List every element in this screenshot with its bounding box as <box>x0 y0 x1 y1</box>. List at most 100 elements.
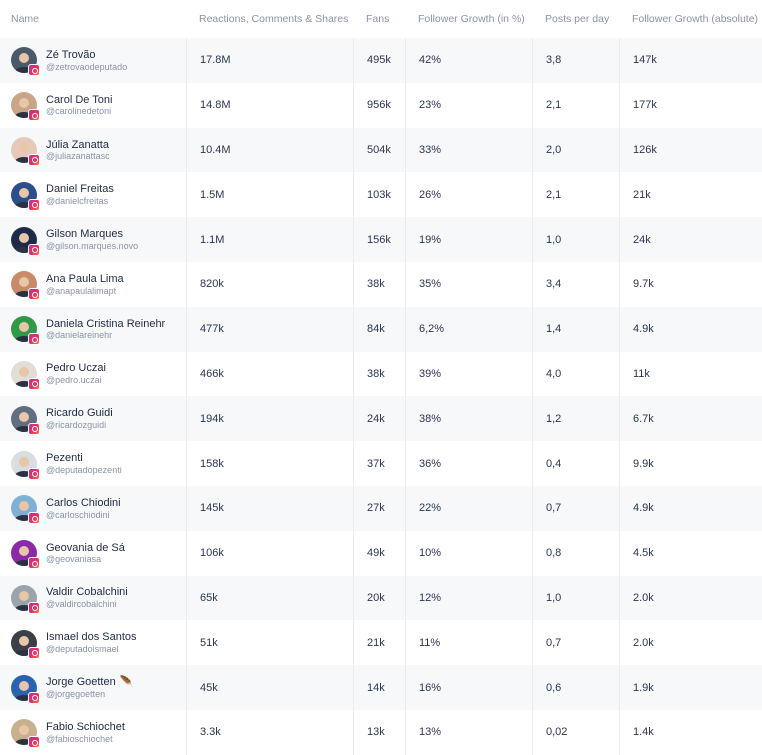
profile-name[interactable]: Valdir Cobalchini <box>46 586 128 599</box>
cell-name: Ricardo Guidi @ricardozguidi <box>0 396 186 441</box>
profile-name-text[interactable]: Gilson Marques <box>46 228 124 241</box>
profile-name[interactable]: Ana Paula Lima <box>46 273 124 286</box>
profile-name-text[interactable]: Pezenti <box>46 452 83 465</box>
profile-name-text[interactable]: Ricardo Guidi <box>46 407 113 420</box>
cell-reactions: 3.3k <box>186 709 353 755</box>
profile-name[interactable]: Gilson Marques <box>46 228 138 241</box>
cell-growth-abs: 24k <box>619 217 762 262</box>
profile-name[interactable]: Carol De Toni <box>46 94 112 107</box>
cell-growth-pct: 12% <box>405 575 532 621</box>
cell-posts: 4,0 <box>532 351 619 397</box>
cell-reactions: 17.8M <box>186 38 353 83</box>
cell-name: Carlos Chiodini @carloschiodini <box>0 486 186 531</box>
cell-growth-pct: 26% <box>405 172 532 218</box>
profile-name[interactable]: Daniel Freitas <box>46 183 114 196</box>
avatar-wrap <box>11 136 40 166</box>
table-row[interactable]: Gilson Marques @gilson.marques.novo 1.1M… <box>0 217 762 262</box>
cell-posts: 2,1 <box>532 82 619 128</box>
column-header-reactions[interactable]: Reactions, Comments & Shares <box>199 13 349 25</box>
avatar-wrap <box>11 405 40 435</box>
cell-name: Daniela Cristina Reinehr @danielareinehr <box>0 307 186 352</box>
cell-reactions: 10.4M <box>186 127 353 173</box>
avatar-wrap <box>11 584 40 614</box>
cell-growth-abs: 11k <box>619 351 762 397</box>
avatar-wrap <box>11 629 40 659</box>
profile-name[interactable]: Ricardo Guidi <box>46 407 113 420</box>
table-row[interactable]: Ismael dos Santos @deputadoismael 51k 21… <box>0 620 762 666</box>
table-row[interactable]: Ricardo Guidi @ricardozguidi 194k 24k 38… <box>0 396 762 442</box>
cell-growth-abs: 2.0k <box>619 620 762 666</box>
cell-posts: 0,6 <box>532 665 619 710</box>
cell-growth-abs: 2.0k <box>619 575 762 621</box>
cell-growth-pct: 19% <box>405 217 532 262</box>
cell-name: Daniel Freitas @danielcfreitas <box>0 172 186 217</box>
cell-growth-pct: 38% <box>405 396 532 442</box>
table-row[interactable]: Daniela Cristina Reinehr @danielareinehr… <box>0 306 762 352</box>
profile-name[interactable]: Pezenti <box>46 452 122 465</box>
profile-handle: @deputadopezenti <box>46 464 122 475</box>
cell-name: Gilson Marques @gilson.marques.novo <box>0 217 186 262</box>
profile-name-text[interactable]: Ana Paula Lima <box>46 272 124 285</box>
table-row[interactable]: Júlia Zanatta @juliazanattasc 10.4M 504k… <box>0 127 762 173</box>
profile-name-text[interactable]: Carol De Toni <box>46 93 113 106</box>
name-block: Pezenti @deputadopezenti <box>46 452 122 475</box>
name-block: Gilson Marques @gilson.marques.novo <box>46 228 138 251</box>
cell-name: Zé Trovão @zetrovaodeputado <box>0 38 186 83</box>
name-block: Ana Paula Lima @anapaulalimapt <box>46 273 124 296</box>
profile-name[interactable]: Júlia Zanatta <box>46 139 110 152</box>
name-block: Daniel Freitas @danielcfreitas <box>46 183 114 206</box>
avatar[interactable] <box>11 629 37 656</box>
cell-name: Valdir Cobalchini @valdircobalchini <box>0 576 186 621</box>
profile-name[interactable]: Carlos Chiodini <box>46 497 121 510</box>
column-header-name[interactable]: Name <box>11 13 40 25</box>
cell-posts: 0,4 <box>532 441 619 486</box>
table-row[interactable]: Zé Trovão @zetrovaodeputado 17.8M 495k 4… <box>0 38 762 83</box>
profile-name-text[interactable]: Zé Trovão <box>46 48 96 61</box>
profile-name[interactable]: Jorge Goetten 🪶 <box>46 676 133 689</box>
cell-fans: 504k <box>353 127 405 173</box>
profile-handle: @gilson.marques.novo <box>46 240 139 251</box>
profile-name-text[interactable]: Daniel Freitas <box>46 183 114 196</box>
profile-name-text[interactable]: Geovania de Sá <box>46 541 125 554</box>
avatar-wrap <box>11 47 40 77</box>
profile-name-text[interactable]: Jorge Goetten <box>46 676 116 689</box>
table-row[interactable]: Jorge Goetten 🪶 @jorgegoetten 45k 14k 16%… <box>0 665 762 710</box>
column-header-fans[interactable]: Fans <box>366 13 390 25</box>
instagram-icon <box>28 109 40 122</box>
table-row[interactable]: Pezenti @deputadopezenti 158k 37k 36% 0,… <box>0 441 762 486</box>
cell-growth-abs: 21k <box>619 172 762 218</box>
instagram-icon <box>28 333 40 346</box>
profile-name[interactable]: Zé Trovão <box>46 49 127 62</box>
table-row[interactable]: Valdir Cobalchini @valdircobalchini 65k … <box>0 575 762 621</box>
profile-name[interactable]: Fabio Schiochet <box>46 721 125 734</box>
name-block: Jorge Goetten 🪶 @jorgegoetten <box>46 676 133 699</box>
profile-name[interactable]: Ismael dos Santos <box>46 631 137 644</box>
table-row[interactable]: Daniel Freitas @danielcfreitas 1.5M 103k… <box>0 172 762 218</box>
cell-posts: 1,2 <box>532 396 619 442</box>
profile-name-text[interactable]: Carlos Chiodini <box>46 496 121 509</box>
table-row[interactable]: Geovania de Sá @geovaniasa 106k 49k 10% … <box>0 530 762 576</box>
profile-name-text[interactable]: Fabio Schiochet <box>46 720 125 733</box>
avatar-wrap <box>11 360 40 390</box>
table-row[interactable]: Ana Paula Lima @anapaulalimapt 820k 38k … <box>0 261 762 307</box>
name-block: Geovania de Sá @geovaniasa <box>46 542 125 565</box>
column-header-growth-pct[interactable]: Follower Growth (in %) <box>418 13 525 25</box>
column-header-posts[interactable]: Posts per day <box>545 13 610 25</box>
table-row[interactable]: Pedro Uczai @pedro.uczai 466k 38k 39% 4,… <box>0 351 762 397</box>
cell-growth-abs: 147k <box>619 38 762 83</box>
profile-name-text[interactable]: Ismael dos Santos <box>46 631 137 644</box>
cell-growth-abs: 4.9k <box>619 306 762 352</box>
profile-name-text[interactable]: Pedro Uczai <box>46 362 106 375</box>
profile-name[interactable]: Geovania de Sá <box>46 542 125 555</box>
avatar-wrap <box>11 316 40 346</box>
profile-name-text[interactable]: Valdir Cobalchini <box>46 586 128 599</box>
table-row[interactable]: Carlos Chiodini @carloschiodini 145k 27k… <box>0 485 762 531</box>
profile-name[interactable]: Daniela Cristina Reinehr <box>46 318 165 331</box>
profile-name-text[interactable]: Daniela Cristina Reinehr <box>46 317 166 330</box>
table-row[interactable]: Carol De Toni @carolinedetoni 14.8M 956k… <box>0 82 762 128</box>
instagram-icon <box>28 288 40 301</box>
column-header-growth-abs[interactable]: Follower Growth (absolute) <box>632 13 759 25</box>
profile-name-text[interactable]: Júlia Zanatta <box>46 138 109 151</box>
table-row[interactable]: Fabio Schiochet @fabioschiochet 3.3k 13k… <box>0 709 762 755</box>
profile-name[interactable]: Pedro Uczai <box>46 362 106 375</box>
